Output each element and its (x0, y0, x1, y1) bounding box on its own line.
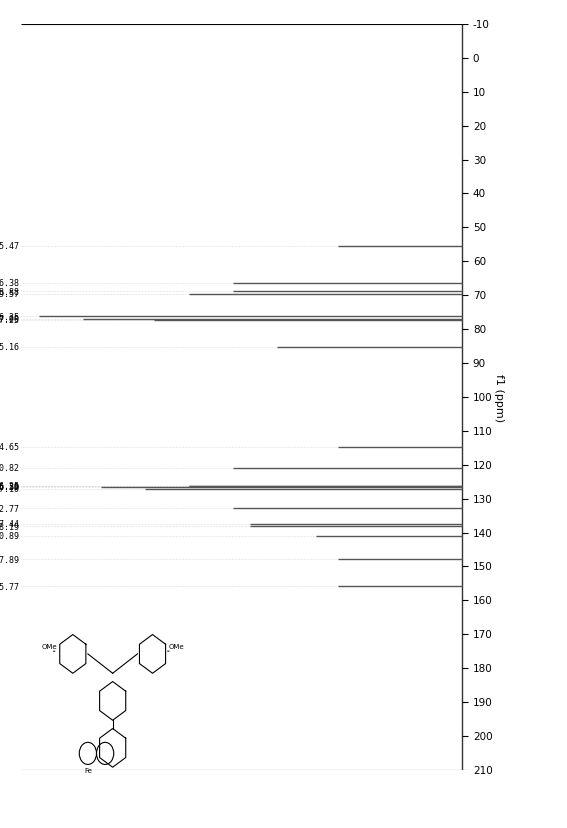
Text: 100: 100 (473, 392, 492, 402)
Text: 126.25: 126.25 (0, 482, 19, 491)
Text: 120.82: 120.82 (0, 464, 19, 473)
Text: Fe: Fe (84, 767, 92, 773)
Text: 110: 110 (473, 426, 493, 436)
Text: 138.19: 138.19 (0, 522, 19, 532)
Text: 140: 140 (473, 528, 493, 538)
Text: f1 (ppm): f1 (ppm) (494, 373, 504, 421)
Text: 180: 180 (473, 663, 493, 673)
Text: OMe: OMe (41, 643, 57, 649)
Text: 170: 170 (473, 629, 493, 639)
Text: 114.65: 114.65 (0, 443, 19, 451)
Text: OMe: OMe (168, 643, 184, 649)
Text: 68.88: 68.88 (0, 287, 19, 296)
Text: 76.25: 76.25 (0, 312, 19, 321)
Text: 77.25: 77.25 (0, 316, 19, 325)
Text: 210: 210 (473, 765, 493, 775)
Text: 40: 40 (473, 190, 486, 200)
Text: 50: 50 (473, 223, 486, 233)
Text: 155.77: 155.77 (0, 582, 19, 591)
Text: 60: 60 (473, 257, 486, 267)
Text: 77.00: 77.00 (0, 315, 19, 324)
Text: 160: 160 (473, 595, 493, 605)
Text: 120: 120 (473, 460, 493, 470)
Text: 147.89: 147.89 (0, 555, 19, 564)
Text: 190: 190 (473, 697, 493, 707)
Text: 127.10: 127.10 (0, 484, 19, 493)
Text: 126.50: 126.50 (0, 483, 19, 492)
Text: 130: 130 (473, 494, 493, 504)
Text: 66.38: 66.38 (0, 279, 19, 288)
Text: 90: 90 (473, 359, 486, 368)
Text: 80: 80 (473, 325, 486, 335)
Text: 137.44: 137.44 (0, 520, 19, 529)
Text: 10: 10 (473, 88, 486, 98)
Text: 132.77: 132.77 (0, 504, 19, 513)
Text: 20: 20 (473, 122, 486, 132)
Text: 0: 0 (473, 54, 479, 64)
Text: 55.47: 55.47 (0, 242, 19, 251)
Text: 85.16: 85.16 (0, 343, 19, 352)
Text: 30: 30 (473, 156, 486, 166)
Text: 150: 150 (473, 562, 493, 572)
Text: -10: -10 (473, 20, 490, 30)
Text: 126.39: 126.39 (0, 483, 19, 491)
Text: 69.57: 69.57 (0, 290, 19, 299)
Text: 200: 200 (473, 731, 492, 741)
Text: 70: 70 (473, 291, 486, 301)
Text: 140.89: 140.89 (0, 532, 19, 541)
